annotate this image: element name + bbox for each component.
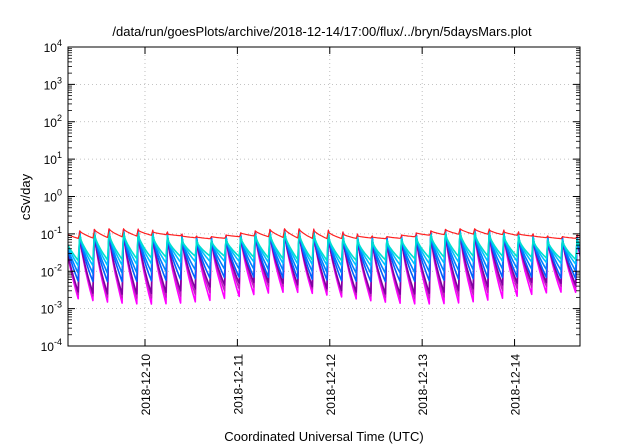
series-line-8 bbox=[68, 228, 580, 240]
y-axis-label: cSv/day bbox=[18, 173, 33, 220]
grid bbox=[68, 47, 580, 346]
series-group bbox=[68, 228, 580, 305]
x-tick-label: 2018-12-13 bbox=[416, 354, 430, 416]
y-tick-label: 103 bbox=[44, 75, 62, 92]
y-tick-label: 10-4 bbox=[41, 337, 62, 354]
y-tick-label: 101 bbox=[44, 150, 62, 167]
series-line-7 bbox=[68, 232, 580, 262]
x-tick-label: 2018-12-10 bbox=[139, 354, 153, 416]
y-tick-label: 100 bbox=[44, 188, 62, 205]
y-axis: 10-4 10-3 10-2 10-1 100 101 102 103 104 bbox=[41, 38, 580, 354]
y-tick-label: 104 bbox=[44, 38, 62, 55]
chart-title: /data/run/goesPlots/archive/2018-12-14/1… bbox=[112, 24, 532, 39]
y-tick-label: 10-1 bbox=[41, 225, 62, 242]
x-tick-label: 2018-12-14 bbox=[509, 354, 523, 416]
series-line-3 bbox=[68, 230, 580, 295]
x-tick-label: 2018-12-12 bbox=[324, 354, 338, 416]
x-tick-label: 2018-12-11 bbox=[231, 354, 245, 415]
y-tick-label: 10-2 bbox=[41, 262, 62, 279]
y-tick-label: 102 bbox=[44, 113, 62, 130]
x-axis-label: Coordinated Universal Time (UTC) bbox=[224, 429, 423, 444]
y-tick-label: 10-3 bbox=[41, 300, 62, 317]
x-axis: 2018-12-10 2018-12-11 2018-12-12 2018-12-13… bbox=[139, 47, 523, 415]
